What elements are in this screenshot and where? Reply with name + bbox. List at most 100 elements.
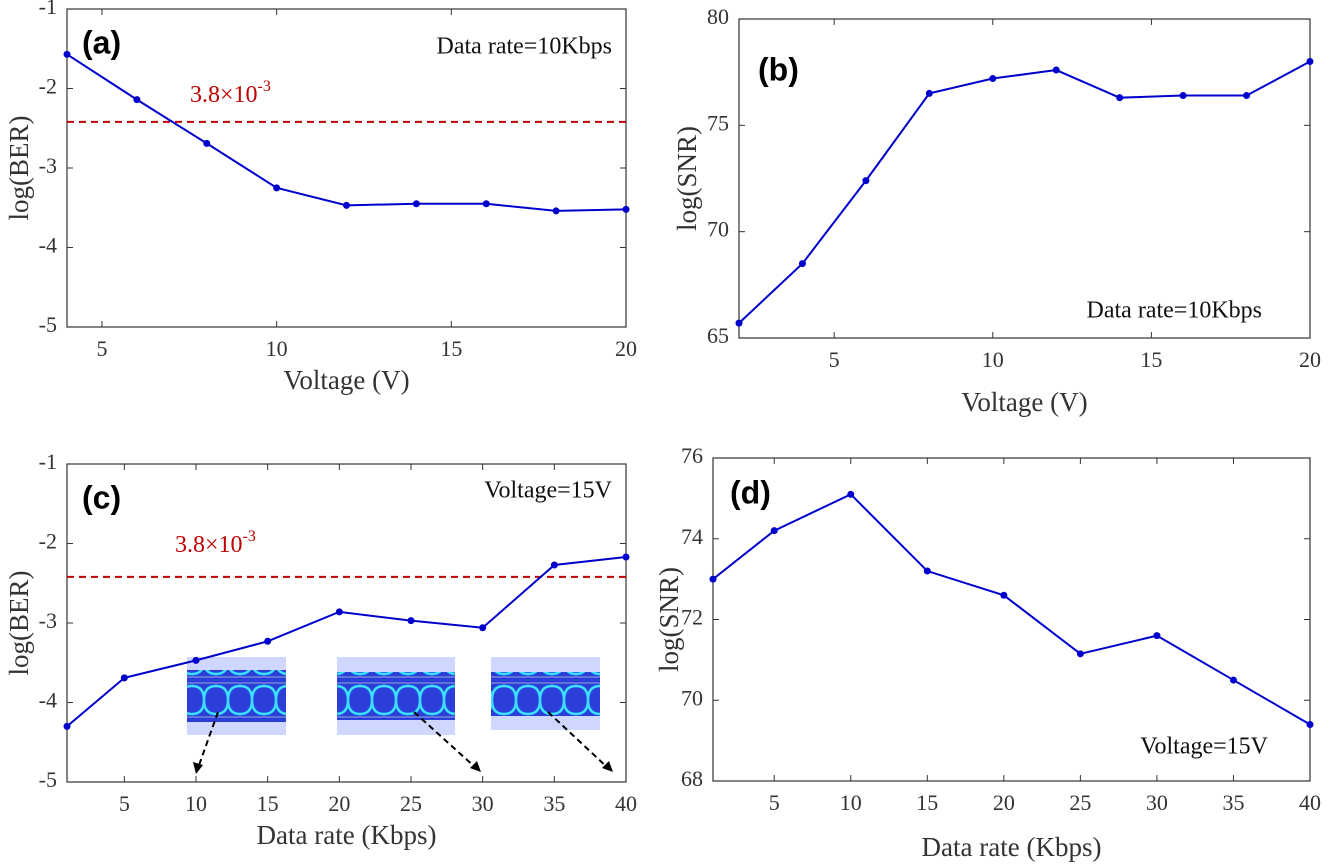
y-tick-label: 72 xyxy=(681,605,703,630)
y-axis-label: log(SNR) xyxy=(654,567,684,672)
x-tick-label: 30 xyxy=(472,791,494,816)
line xyxy=(66,53,627,212)
x-axis-label: Voltage (V) xyxy=(961,387,1087,417)
marker xyxy=(1306,720,1314,728)
x-axis-label: Data rate (Kbps) xyxy=(922,832,1102,862)
panel-label: (b) xyxy=(758,51,799,87)
y-tick-label: -2 xyxy=(39,529,57,554)
y-tick-label: -4 xyxy=(39,233,57,258)
x-tick-label: 20 xyxy=(328,791,350,816)
x-tick-label: 25 xyxy=(1069,790,1091,815)
marker xyxy=(273,184,281,192)
y-tick-label: -3 xyxy=(39,608,57,633)
y-tick-label: 68 xyxy=(681,766,703,791)
x-tick-label: 15 xyxy=(916,790,938,815)
marker xyxy=(63,722,71,730)
marker xyxy=(133,96,141,104)
marker xyxy=(925,89,933,97)
y-axis-label: log(SNR) xyxy=(672,126,702,231)
marker xyxy=(1000,591,1008,599)
y-tick-label: 75 xyxy=(707,110,729,135)
line xyxy=(712,493,1311,726)
annotation: Data rate=10Kbps xyxy=(437,34,612,60)
annotation: Voltage=15V xyxy=(484,478,612,504)
marker xyxy=(552,207,560,215)
y-tick-label: 70 xyxy=(707,217,729,242)
threshold-label-exponent: -3 xyxy=(258,78,271,95)
panel-label: (c) xyxy=(82,479,121,515)
marker xyxy=(1179,92,1187,100)
marker xyxy=(335,608,343,616)
x-tick-label: 40 xyxy=(1299,790,1321,815)
marker xyxy=(1229,676,1237,684)
eye-diagram-insets xyxy=(187,657,613,774)
marker xyxy=(1153,632,1161,640)
x-tick-label: 10 xyxy=(266,336,288,361)
y-tick-label: -5 xyxy=(39,767,57,792)
marker xyxy=(709,575,717,583)
marker xyxy=(622,553,630,561)
x-tick-label: 20 xyxy=(615,336,637,361)
marker xyxy=(798,260,806,268)
marker xyxy=(770,527,778,535)
threshold-label-base: 3.8×10 xyxy=(175,532,243,558)
x-tick-label: 30 xyxy=(1146,790,1168,815)
y-tick-label: -3 xyxy=(39,153,57,178)
x-tick-label: 5 xyxy=(96,336,107,361)
marker xyxy=(343,201,350,209)
x-tick-label: 35 xyxy=(1222,790,1244,815)
x-tick-label: 35 xyxy=(543,791,565,816)
line xyxy=(738,60,1311,324)
y-tick-label: 70 xyxy=(681,685,703,710)
marker xyxy=(847,490,855,498)
x-tick-label: 10 xyxy=(840,790,862,815)
y-tick-label: 76 xyxy=(681,443,703,468)
eye-diagram xyxy=(337,672,455,720)
marker xyxy=(412,200,420,208)
marker xyxy=(120,674,128,682)
x-tick-label: 20 xyxy=(993,790,1015,815)
panel-label: (a) xyxy=(82,24,121,60)
x-tick-label: 15 xyxy=(440,336,462,361)
marker xyxy=(923,567,931,575)
marker xyxy=(63,50,71,58)
y-tick-label: 80 xyxy=(707,4,729,29)
x-tick-label: 25 xyxy=(400,791,422,816)
x-axis-label: Voltage (V) xyxy=(283,365,409,395)
x-tick-label: 10 xyxy=(185,791,207,816)
threshold-label-exponent: -3 xyxy=(243,528,256,545)
marker xyxy=(622,205,630,213)
marker xyxy=(1052,66,1060,74)
marker xyxy=(1116,94,1124,102)
annotation: Voltage=15V xyxy=(1140,734,1268,760)
arrowheads xyxy=(193,761,613,774)
y-tick-label: 74 xyxy=(681,524,703,549)
y-tick-label: -5 xyxy=(39,312,57,337)
marker xyxy=(407,617,415,625)
arrows xyxy=(197,711,609,769)
marker xyxy=(264,637,272,645)
threshold-label: 3.8×10-3 xyxy=(175,528,256,558)
x-tick-label: 15 xyxy=(257,791,279,816)
marker xyxy=(203,139,211,147)
x-tick-label: 40 xyxy=(615,791,637,816)
y-tick-label: -1 xyxy=(39,449,57,474)
marker xyxy=(482,200,490,208)
annotation: Data rate=10Kbps xyxy=(1087,298,1262,324)
y-tick-label: -2 xyxy=(39,74,57,99)
y-axis-label: log(BER) xyxy=(4,571,34,676)
marker xyxy=(862,177,870,185)
x-tick-label: 20 xyxy=(1299,347,1321,372)
marker xyxy=(550,561,558,569)
marker xyxy=(989,75,997,83)
marker xyxy=(479,624,487,632)
x-tick-label: 5 xyxy=(119,791,130,816)
x-tick-label: 10 xyxy=(982,347,1004,372)
eye-diagram xyxy=(187,670,286,722)
panel-label: (d) xyxy=(730,474,771,510)
threshold-label: 3.8×10-3 xyxy=(190,78,271,108)
x-tick-label: 15 xyxy=(1140,347,1162,372)
marker xyxy=(1243,92,1251,100)
marker xyxy=(192,656,200,664)
y-axis-label: log(BER) xyxy=(4,116,34,221)
